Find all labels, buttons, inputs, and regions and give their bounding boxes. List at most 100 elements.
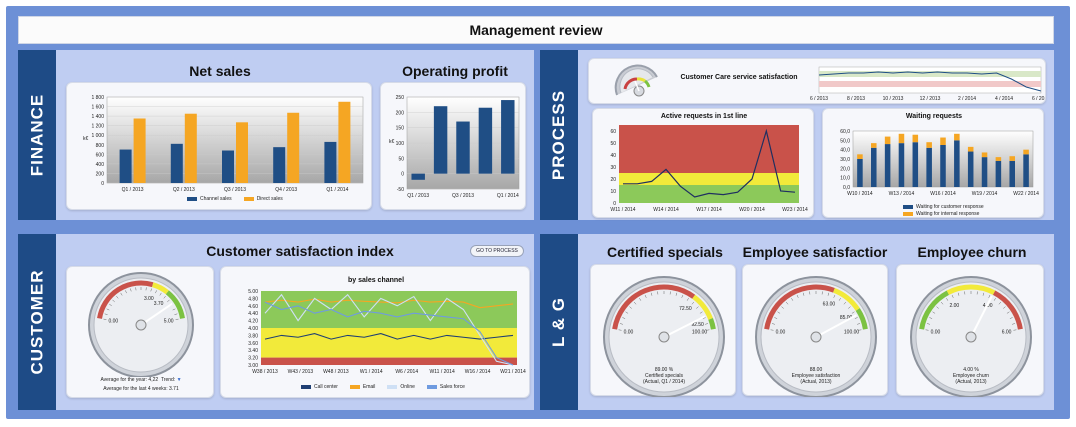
csi-gauge-tick-mark: [116, 295, 119, 299]
certified-gauge-tick-mark: [619, 323, 623, 325]
net-sales-bar: [119, 149, 132, 183]
ar-x-tick: W23 / 2014: [782, 207, 808, 213]
csi-gauge-tick-mark: [130, 288, 132, 292]
wr-x-tick: W13 / 2014: [889, 191, 915, 197]
wr-x-tick: W22 / 2014: [1013, 191, 1039, 197]
ar-band-yellow: [619, 173, 799, 185]
op-y-tick: 100: [396, 141, 405, 147]
net-sales-chart: 1 800 1 600 1 400 1 200 1 000 800 600 400 200 0 k€…: [83, 95, 364, 193]
csi-gauge-tick-mark: [104, 313, 108, 315]
emp-churn-gauge-tick-mark: [988, 294, 991, 298]
certified-gauge-tick-mark: [675, 292, 678, 296]
csi-gauge-tick-label: 5.00: [164, 319, 174, 325]
emp-sat-gauge-tick-mark: [777, 311, 781, 314]
net-sales-bar: [133, 118, 146, 183]
ar-line: [623, 128, 796, 198]
wr-bar-internal: [1023, 149, 1029, 155]
ch-line-3: [264, 301, 514, 366]
active-requests-card[interactable]: Active requests in 1st line 60 50 40 30 20 10…: [592, 108, 814, 218]
emp-sat-gauge-tick-label: 100.00: [844, 329, 860, 335]
wr-y-tick: 50,0: [840, 138, 850, 144]
emp-sat-gauge-tick-mark: [774, 317, 778, 319]
wr-y-tick: 0,0: [843, 185, 850, 191]
operating-profit-card[interactable]: 250 200 150 100 50 0 -50 k€ Q1 / 2013 Q3 / 2013 Q1…: [380, 82, 526, 210]
certified-gauge-tick-mark: [699, 311, 703, 314]
emp-sat-gauge-needle: [815, 314, 857, 338]
net-sales-x-tick: Q1 / 2013: [122, 187, 144, 193]
ch-y-tick: 3.80: [248, 333, 258, 339]
waiting-requests-card[interactable]: Waiting requests 60,0 50,0 40,0 30,0 20,0 10,…: [822, 108, 1044, 218]
cc-service-card[interactable]: Customer Care service satisfaction 6 / 2…: [588, 58, 1046, 104]
csi-title: Customer satisfaction index: [206, 243, 394, 259]
ar-band-red: [619, 125, 799, 173]
net-sales-y-tick: 200: [96, 171, 105, 177]
emp-churn-gauge-tick-mark: [932, 311, 936, 314]
csi-gauge-tick-mark: [172, 308, 176, 311]
csi-gauge-tick-mark: [106, 308, 110, 311]
net-sales-bar: [338, 101, 351, 183]
ar-y-tick: 40: [610, 153, 616, 159]
net-sales-bar: [170, 143, 183, 183]
ar-x-tick: W14 / 2014: [653, 207, 679, 213]
csi-avg-4weeks: Average for the last 4 weeks: 3.71: [103, 386, 179, 392]
certified-gauge-tick-label: 0.00: [624, 329, 634, 335]
emp-churn-gauge-tick-mark: [1006, 311, 1010, 314]
csi-gauge-tick-label: 0.00: [108, 319, 118, 325]
emp-sat-gauge-hub: [810, 331, 822, 343]
net-sales-bar: [287, 112, 300, 183]
wr-x-tick: W10 / 2014: [847, 191, 873, 197]
net-sales-y-tick: 400: [96, 162, 105, 168]
csi-gauge-card[interactable]: 0.00 3.00 3.70 5.00 Average for the year: 4…: [66, 266, 214, 398]
csi-gauge-tick-mark: [159, 292, 162, 296]
go-to-process-button[interactable]: GO TO PROCESS: [470, 245, 524, 257]
certified-gauge-tick-mark: [686, 298, 689, 301]
trend-arrow-icon: ▼: [176, 377, 182, 383]
wr-bar-internal: [912, 134, 919, 143]
emp-sat-gauge-tick-label: 85.00: [840, 315, 853, 321]
emp-sat-gauge-tick-mark: [851, 311, 855, 314]
net-sales-y-tick: 800: [96, 143, 105, 149]
emp-churn-card[interactable]: 0.002.004.006.00 4.00 % Employee churn (…: [896, 264, 1044, 398]
emp-sat-gauge-tick-label: 0.00: [776, 329, 786, 335]
wr-bar-customer: [857, 159, 863, 187]
certified-gauge-tick-mark: [625, 311, 629, 314]
certified-card[interactable]: 0.00 72.50 92.50 100.00 89.00 % Certified s…: [590, 264, 736, 398]
net-sales-card[interactable]: 1 800 1 600 1 400 1 200 1 000 800 600 400 200 0 k€…: [66, 82, 372, 210]
emp-churn-gauge-hub: [965, 331, 977, 343]
certified-gauge-tick-mark: [633, 301, 637, 305]
wr-y-tick: 10,0: [840, 176, 850, 182]
wr-bar-customer: [967, 151, 974, 187]
wr-bar-customer: [871, 147, 877, 187]
ch-y-tick: 4.40: [248, 311, 258, 317]
ch-y-tick: 3.40: [248, 348, 258, 354]
legend-call-center: Call center: [301, 384, 338, 390]
csi-gauge-hub: [135, 319, 147, 331]
certified-gauge-tick-mark: [644, 294, 647, 298]
wr-y-tick: 20,0: [840, 166, 850, 172]
operating-profit-title: Operating profit: [402, 63, 508, 79]
emp-churn-gauge-tick-mark: [1012, 323, 1016, 325]
emp-churn-gauge-tick-label: 0.00: [931, 329, 941, 335]
certified-gauge-tick-mark: [681, 294, 684, 298]
emp-satisfaction-card[interactable]: 0.00 63.00 85.00 100.00 88.00 Employee sati…: [742, 264, 888, 398]
emp-churn-gauge-band: [992, 290, 1023, 330]
net-sales-x-tick: Q1 / 2014: [326, 187, 348, 193]
csi-gauge-tick-mark: [150, 288, 152, 292]
cc-mini-gauge: [614, 64, 658, 97]
csi-gauge-tick-mark: [109, 303, 112, 306]
csi-gauge-tick-mark: [174, 313, 178, 315]
csi-channel-chart: 5.004.80 4.604.40 4.204.003.80 3.603.40 3.20…: [248, 289, 526, 375]
net-sales-bar: [222, 150, 234, 183]
certified-gauge-needle: [663, 315, 706, 338]
ch-y-tick: 3.60: [248, 341, 258, 347]
csi-channel-card[interactable]: by sales channel 5.00 4.80 4.60 4.40 4.20 4.0…: [220, 266, 530, 398]
cc-x-tick: 6 / 2013: [810, 96, 828, 102]
op-bar: [456, 121, 470, 174]
wr-bar-customer: [1023, 154, 1029, 187]
ch-line-0: [264, 332, 514, 340]
op-y-tick: 150: [396, 126, 405, 132]
certified-gauge-band: [692, 294, 713, 320]
page-title: Management review: [18, 16, 1054, 44]
emp-churn-gauge-tick-mark: [957, 292, 960, 296]
